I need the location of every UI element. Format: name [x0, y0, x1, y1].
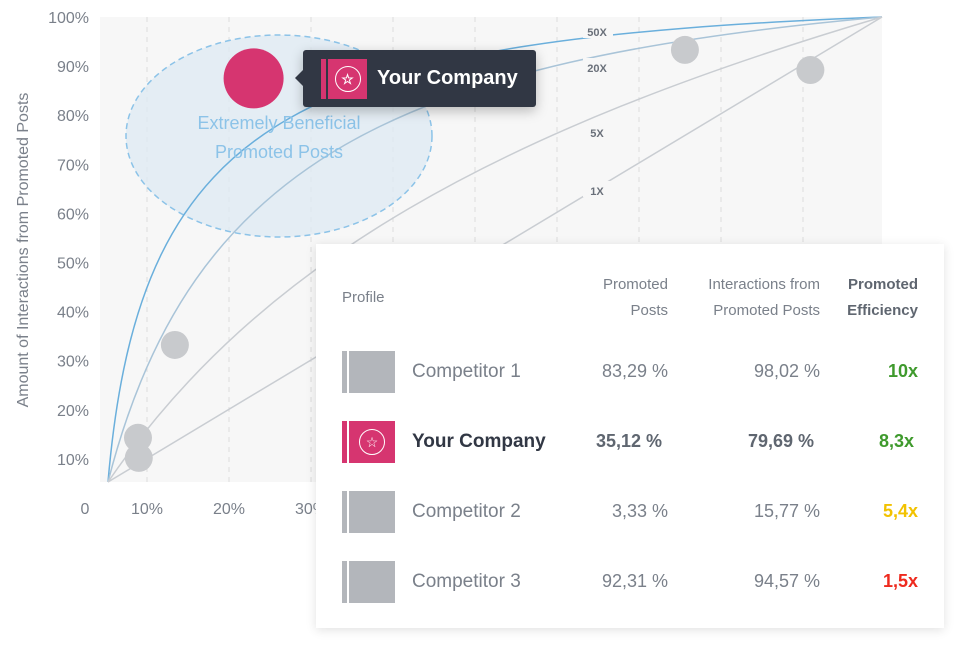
reference-curve — [107, 16, 883, 483]
y-tick-label: 40% — [57, 305, 89, 322]
header-profile: Profile — [342, 289, 385, 306]
your-company-point[interactable] — [223, 48, 284, 109]
competitor-point[interactable] — [796, 56, 825, 85]
tooltip: ☆ Your Company — [295, 50, 536, 107]
y-tick-label: 50% — [57, 256, 89, 273]
interactions: 15,77 % — [753, 501, 820, 521]
region-label-2: Promoted Posts — [215, 142, 343, 162]
efficiency: 5,4x — [882, 501, 918, 521]
y-tick-label: 100% — [48, 10, 89, 27]
efficiency: 1,5x — [882, 571, 918, 591]
curve-label: 50X — [587, 27, 607, 39]
y-tick-label: 60% — [57, 206, 89, 223]
curve-label: 20X — [587, 63, 607, 75]
table-row[interactable]: Competitor 2 3,33 % 15,77 % 5,4x — [316, 491, 944, 533]
company-avatar: ☆ — [321, 58, 367, 99]
interactions: 79,69 % — [747, 431, 814, 451]
header-posts: Promoted Posts — [602, 276, 668, 319]
star-icon: ☆ — [359, 429, 385, 455]
efficiency: 10x — [887, 361, 918, 381]
competitor-point[interactable] — [123, 423, 152, 452]
region-label-1: Extremely Beneficial — [197, 113, 360, 133]
promoted-posts: 83,29 % — [601, 361, 668, 381]
promoted-posts: 35,12 % — [595, 431, 662, 451]
competitor-point[interactable] — [160, 330, 189, 359]
promoted-posts: 92,31 % — [601, 571, 668, 591]
table-row[interactable]: Competitor 1 83,29 % 98,02 % 10x — [316, 351, 944, 393]
competitor-point[interactable] — [124, 443, 153, 472]
y-tick-label: 10% — [57, 452, 89, 469]
y-tick-label: 80% — [57, 108, 89, 125]
curve-label: 5X — [590, 128, 604, 140]
header-interactions: Interactions from Promoted Posts — [708, 276, 820, 319]
x-tick-label: 20% — [213, 501, 245, 518]
y-tick-label: 30% — [57, 354, 89, 371]
y-tick-label: 20% — [57, 403, 89, 420]
profile-avatar: ☆ — [342, 421, 395, 463]
profile-name: Your Company — [412, 431, 546, 452]
x-tick-label: 10% — [131, 501, 163, 518]
y-axis-label: Amount of Interactions from Promoted Pos… — [15, 93, 32, 408]
interactions: 98,02 % — [753, 361, 820, 381]
profile-name: Competitor 1 — [412, 361, 521, 382]
efficiency: 8,3x — [878, 431, 914, 451]
curve-label: 1X — [590, 186, 604, 198]
header-efficiency: Promoted Efficiency — [847, 276, 918, 319]
profile-avatar — [342, 561, 395, 603]
interactions: 94,57 % — [753, 571, 820, 591]
x-tick-label: 0 — [81, 501, 90, 518]
table-row[interactable]: Competitor 3 92,31 % 94,57 % 1,5x — [316, 561, 944, 603]
competitor-point[interactable] — [670, 35, 699, 64]
y-tick-label: 70% — [57, 157, 89, 174]
profile-name: Competitor 3 — [412, 571, 521, 592]
comparison-table: Profile Promoted Posts Interactions from P… — [316, 244, 944, 628]
profile-avatar — [342, 351, 395, 393]
table-row[interactable]: ☆ Your Company 35,12 % 79,69 % 8,3x — [316, 421, 944, 463]
reference-curve — [107, 16, 883, 483]
y-tick-label: 90% — [57, 59, 89, 76]
tooltip-label: Your Company — [377, 67, 518, 89]
profile-avatar — [342, 491, 395, 533]
profile-name: Competitor 2 — [412, 501, 521, 522]
star-icon: ☆ — [334, 65, 361, 92]
promoted-posts: 3,33 % — [611, 501, 668, 521]
